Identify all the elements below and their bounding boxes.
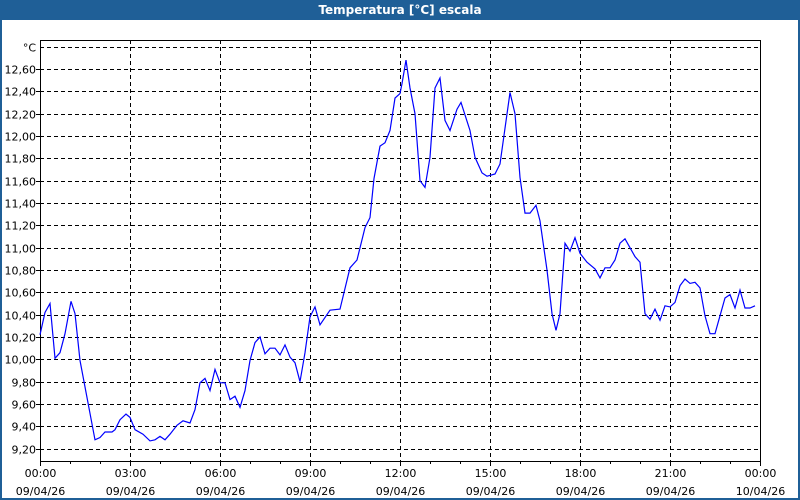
plot-frame (40, 40, 761, 462)
y-tick-label: 11,60 (5, 176, 37, 189)
x-tick-time: 06:00 (205, 467, 237, 480)
x-tick-date: 09/04/26 (286, 485, 335, 498)
x-tick-time: 12:00 (385, 467, 417, 480)
y-tick-label: 12,20 (5, 109, 37, 122)
y-tick-label: 12,40 (5, 86, 37, 99)
y-tick-label: 10,60 (5, 287, 37, 300)
y-tick-label: 12,00 (5, 131, 37, 144)
x-tick-date: 09/04/26 (466, 485, 515, 498)
x-tick-time: 18:00 (565, 467, 597, 480)
x-tick-date: 10/04/26 (736, 485, 785, 498)
y-tick-label: 11,40 (5, 198, 37, 211)
x-tick-date: 09/04/26 (16, 485, 65, 498)
x-tick-time: 03:00 (115, 467, 147, 480)
y-tick-label: 12,60 (5, 64, 37, 77)
y-tick-label: 9,80 (12, 377, 37, 390)
x-tick-date: 09/04/26 (196, 485, 245, 498)
x-tick-date: 09/04/26 (556, 485, 605, 498)
x-tick-date: 09/04/26 (646, 485, 695, 498)
x-tick-time: 00:00 (25, 467, 57, 480)
y-tick-label: 11,80 (5, 153, 37, 166)
x-tick-date: 09/04/26 (376, 485, 425, 498)
y-tick-label: 10,80 (5, 265, 37, 278)
y-tick-label: 10,00 (5, 354, 37, 367)
y-tick-label: 10,40 (5, 310, 37, 323)
y-tick-label: 9,20 (12, 444, 37, 457)
y-tick-label: 9,60 (12, 399, 37, 412)
x-tick-time: 09:00 (295, 467, 327, 480)
x-tick-date: 09/04/26 (106, 485, 155, 498)
y-tick-label: 9,40 (12, 421, 37, 434)
window-title: Temperatura [°C] escala (0, 0, 800, 20)
y-tick-label: 11,20 (5, 220, 37, 233)
y-tick-label: 10,20 (5, 332, 37, 345)
x-tick-time: 21:00 (655, 467, 687, 480)
x-tick-time: 00:00 (745, 467, 777, 480)
x-tick-time: 15:00 (475, 467, 507, 480)
y-axis-unit-label: °C (23, 42, 37, 55)
temperature-series-line (39, 59, 756, 442)
y-tick-label: 11,00 (5, 243, 37, 256)
